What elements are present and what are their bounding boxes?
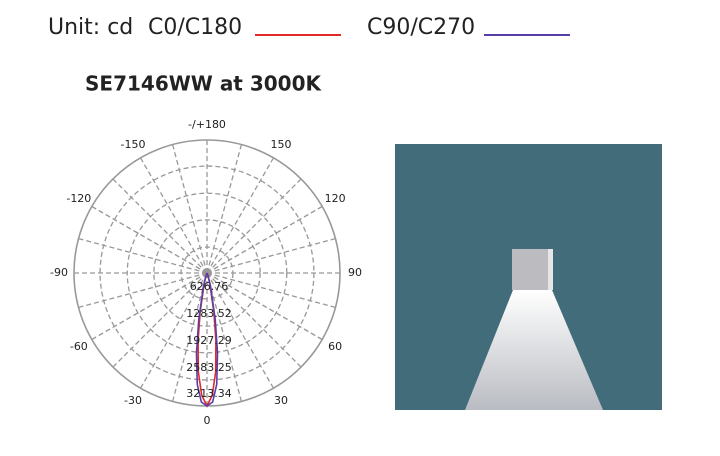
spoke: [206, 272, 243, 402]
legend-label: C90/C270: [367, 15, 475, 40]
angle-tick-label: 0: [204, 414, 211, 427]
radial-tick-label: 2583.25: [186, 361, 232, 374]
spoke: [139, 157, 208, 274]
spoke: [91, 272, 208, 341]
grid-circle: [126, 192, 288, 354]
fixture: [512, 249, 553, 290]
spoke: [171, 272, 208, 402]
series-line: [195, 272, 219, 407]
light-beam: [465, 290, 603, 410]
angle-tick-label: -120: [66, 192, 91, 205]
spoke: [91, 205, 208, 274]
grid-circle: [153, 219, 261, 327]
spoke: [206, 157, 275, 274]
fixture-edge: [548, 249, 553, 290]
spoke: [206, 272, 275, 389]
angle-tick-label: -60: [70, 340, 88, 353]
illustration: [395, 144, 662, 410]
grid-circle: [99, 165, 315, 381]
spoke: [206, 272, 302, 368]
angle-tick-label: 90: [348, 266, 362, 279]
angle-tick-label: 120: [325, 192, 346, 205]
spoke: [206, 237, 336, 274]
angle-tick-label: -90: [50, 266, 68, 279]
spoke: [171, 144, 208, 274]
unit-label: Unit: cd: [48, 15, 133, 40]
angle-tick-label: 60: [328, 340, 342, 353]
angle-tick-label: -150: [121, 138, 146, 151]
polar-plot: -/+180 -150 150 -120 120 -90 90 -60 60 -30 30 0 626.…: [50, 118, 362, 427]
angle-tick-label: -/+180: [188, 118, 226, 131]
spoke: [206, 144, 243, 274]
spoke: [139, 272, 208, 389]
spoke: [206, 178, 302, 274]
spoke: [206, 272, 336, 309]
angle-tick-label: 150: [271, 138, 292, 151]
radial-tick-label: 1283.52: [186, 307, 232, 320]
legend-label: C0/C180: [148, 15, 242, 40]
angle-tick-label: -30: [124, 394, 142, 407]
chart-title: SE7146WW at 3000K: [85, 72, 322, 96]
radial-tick-label: 1927.29: [186, 334, 232, 347]
angle-tick-label: 30: [274, 394, 288, 407]
spoke: [206, 272, 323, 341]
spoke: [78, 237, 208, 274]
grid-circle: [180, 246, 234, 300]
radial-tick-label: 626.76: [190, 280, 229, 293]
spoke: [78, 272, 208, 309]
spoke: [112, 272, 208, 368]
spoke: [206, 205, 323, 274]
radial-tick-label: 3213.34: [186, 387, 232, 400]
spoke: [112, 178, 208, 274]
